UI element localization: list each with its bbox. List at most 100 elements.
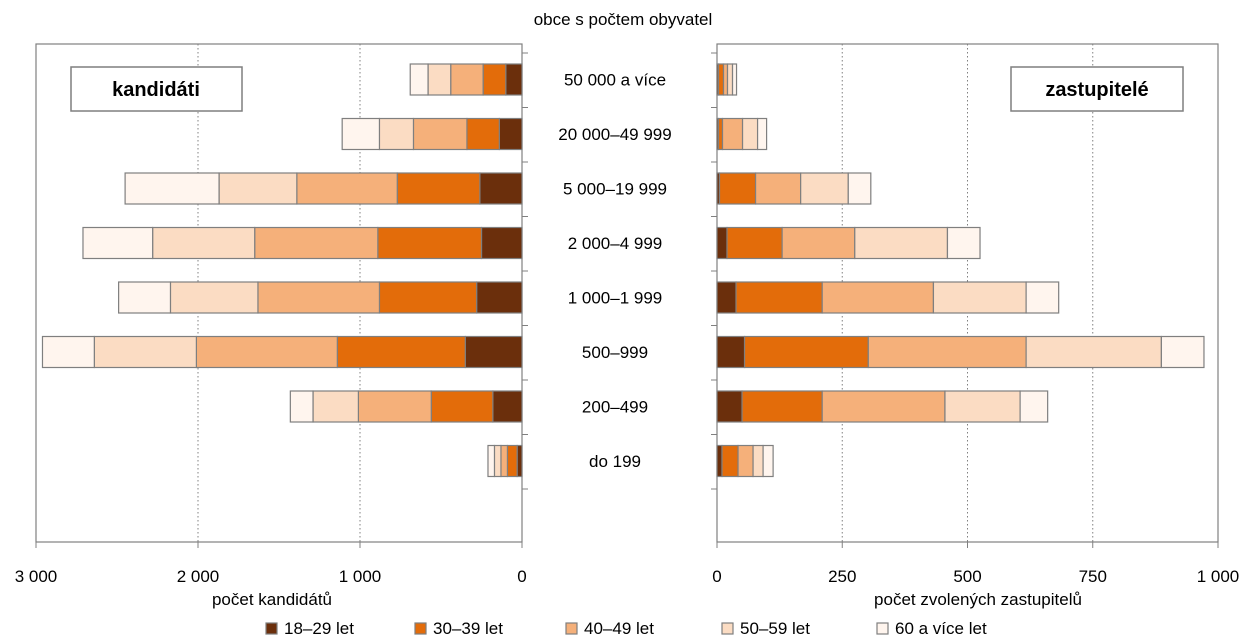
councillors-bars [716, 63, 1205, 478]
candidates-bar-segment [466, 117, 500, 151]
candidates-bar-segment [341, 117, 381, 151]
councillors-bar-segment [944, 390, 1021, 423]
legend-label: 60 a více let [895, 619, 987, 638]
category-label: 20 000–49 999 [558, 125, 671, 144]
candidates-bar-segment [409, 63, 429, 96]
candidates-bar-segment [450, 63, 484, 96]
councillors-bar-segment [726, 63, 734, 96]
category-label: 1 000–1 999 [568, 289, 663, 308]
category-label: 5 000–19 999 [563, 180, 667, 199]
candidates-bar-segment [41, 335, 95, 369]
candidates-bar-segment [296, 172, 398, 205]
candidates-bar-segment [516, 444, 523, 478]
legend-swatch [876, 622, 889, 635]
councillors-x-tick-label: 1 000 [1197, 567, 1240, 586]
candidates-bar-segment [493, 444, 502, 478]
legend-label: 50–59 let [740, 619, 810, 638]
category-label: 2 000–4 999 [568, 234, 663, 253]
candidates-bar-segment [480, 226, 523, 260]
candidates-x-tick-label: 3 000 [15, 567, 58, 586]
candidates-bar-segment [377, 226, 483, 260]
councillors-bar-segment [800, 172, 849, 205]
candidates-panel-label-box [70, 66, 243, 112]
councillors-bar-segment [743, 335, 869, 369]
legend-swatch [565, 622, 578, 635]
legend-label: 40–49 let [584, 619, 654, 638]
candidates-bar-segment [500, 444, 509, 478]
candidates-bar-segment [378, 281, 478, 314]
councillors-bar-segment [716, 226, 728, 260]
councillors-bar-segment [754, 172, 802, 205]
councillors-bar-segment [737, 444, 754, 478]
councillors-x-tick-label: 0 [712, 567, 721, 586]
candidates-x-axis: 3 000 2 000 1 000 0 [15, 52, 528, 586]
councillors-bar-segment [721, 444, 739, 478]
candidates-bar-segment [498, 117, 523, 151]
councillors-bar-segment [946, 226, 981, 260]
councillors-bar-segment [932, 281, 1027, 314]
candidates-bar-segment [312, 390, 359, 423]
councillors-panel: zastupitelé 0 250 500 750 1 000 počet zvolen… [711, 43, 1240, 609]
councillors-bar-segment [847, 172, 872, 205]
candidates-bar-segment [506, 444, 518, 478]
councillors-bar-segment [781, 226, 856, 260]
candidates-bar-segment [357, 390, 432, 423]
candidates-bar-segment [254, 226, 379, 260]
chart-title: obce s počtem obyvatel [534, 10, 713, 29]
legend-label: 30–39 let [433, 619, 503, 638]
category-labels: 50 000 a více 20 000–49 999 5 000–19 999 2 … [558, 71, 671, 472]
category-label: 200–499 [582, 398, 648, 417]
candidates-bar-segment [482, 63, 507, 96]
candidates-bar-segment [195, 335, 338, 369]
councillors-panel-label: zastupitelé [1045, 79, 1148, 101]
councillors-x-tick-label: 500 [953, 567, 981, 586]
candidates-bar-segment [124, 172, 220, 205]
councillors-bar-segment [717, 117, 724, 151]
councillors-x-tick-label: 250 [828, 567, 856, 586]
candidates-bar-segment [152, 226, 256, 260]
candidates-bar-segment [82, 226, 154, 260]
councillors-bar-segment [854, 226, 949, 260]
candidates-panel-label: kandidáti [112, 79, 200, 101]
candidates-x-tick-label: 1 000 [339, 567, 382, 586]
councillors-bar-segment [1025, 281, 1060, 314]
councillors-bar-segment [1160, 335, 1205, 369]
councillors-bar-segment [721, 117, 744, 151]
candidates-x-tick-label: 0 [517, 567, 526, 586]
legend-swatch [721, 622, 734, 635]
councillors-bar-segment [821, 281, 935, 314]
councillors-bar-segment [1025, 335, 1162, 369]
candidates-bar-segment [396, 172, 481, 205]
councillors-x-axis: 0 250 500 750 1 000 [711, 52, 1240, 586]
candidates-bar-segment [479, 172, 523, 205]
candidates-bar-segment [378, 117, 415, 151]
councillors-bar-segment [741, 117, 759, 151]
councillors-bar-segment [731, 63, 738, 96]
councillors-bar-segment [716, 335, 746, 369]
councillors-bar-segment [867, 335, 1027, 369]
councillors-bar-segment [821, 390, 946, 423]
candidates-bar-segment [430, 390, 494, 423]
candidates-bar-segment [476, 281, 523, 314]
candidates-x-axis-title: počet kandidátů [212, 590, 332, 609]
councillors-bar-segment [762, 444, 774, 478]
legend: 18–29 let 30–39 let 40–49 let 50–59 let 60 a… [265, 619, 987, 638]
candidates-bar-segment [257, 281, 381, 314]
candidates-bar-segment [412, 117, 468, 151]
legend-label: 18–29 let [284, 619, 354, 638]
councillors-bar-segment [722, 63, 729, 96]
candidates-bar-segment [492, 390, 523, 423]
councillors-bar-segment [741, 390, 823, 423]
councillors-bar-segment [1019, 390, 1049, 423]
candidates-bar-segment [336, 335, 466, 369]
councillors-bar-segment [717, 63, 725, 96]
category-label: 50 000 a více [564, 71, 666, 90]
candidates-x-tick-label: 2 000 [177, 567, 220, 586]
candidates-bar-segment [218, 172, 298, 205]
candidates-bar-segment [505, 63, 523, 96]
candidates-bars [41, 63, 523, 478]
legend-swatch [265, 622, 278, 635]
candidates-bar-segment [427, 63, 452, 96]
candidates-bar-segment [118, 281, 172, 314]
